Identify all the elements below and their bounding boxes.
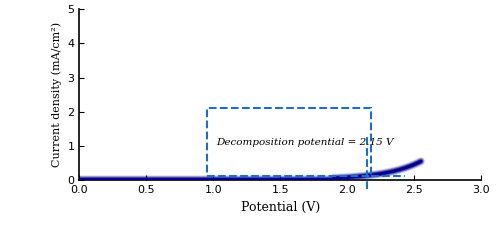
Text: Decomposition potential = 2.15 V: Decomposition potential = 2.15 V bbox=[216, 138, 393, 147]
Bar bbox=[206, 108, 372, 176]
X-axis label: Potential (V): Potential (V) bbox=[241, 201, 320, 214]
Y-axis label: Current density (mA/cm²): Current density (mA/cm²) bbox=[51, 22, 62, 167]
